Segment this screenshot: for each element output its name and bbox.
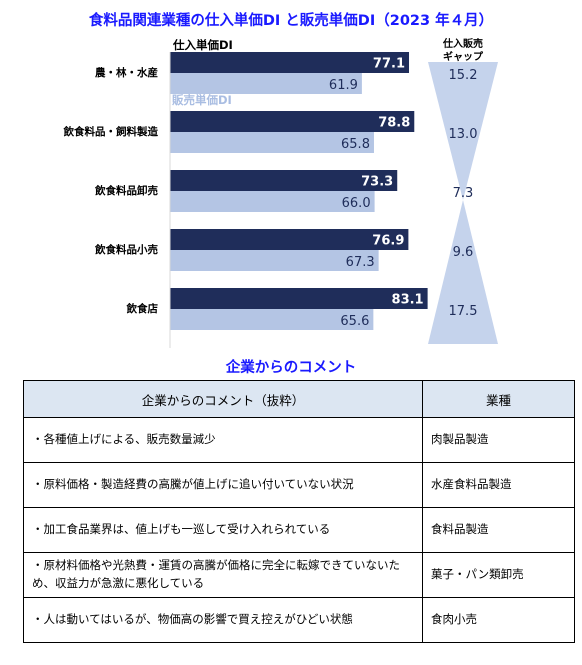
data-label-sale: 67.3 <box>346 255 375 270</box>
gap-value: 13.0 <box>449 127 478 142</box>
legend-sale: 販売単価DI <box>172 93 232 107</box>
gap-shape-bottom <box>428 200 498 344</box>
comment-text: ・人は動いてはいるが、物価高の影響で買え控えがひどい状態 <box>23 597 423 643</box>
bar-layer: 農・林・水産 77.1 61.9 15.2 飲食料品・飼料製造 78.8 65.8 13.0 飲… <box>63 52 478 330</box>
gap-header-line2: ギャップ <box>443 50 484 63</box>
bar-sale <box>170 73 362 94</box>
bar-sale <box>170 250 379 271</box>
comment-industry: 水産食料品製造 <box>422 462 575 508</box>
gap-header-line1: 仕入販売 <box>442 37 483 50</box>
comment-text: ・原料価格・製造経費の高騰が値上げに追い付いていない状況 <box>23 462 423 508</box>
table-row: ・加工食品業界は、値上げも一巡して受け入れられている 食料品製造 <box>23 507 575 553</box>
gap-shape-top <box>428 62 498 200</box>
comments-header-row: 企業からのコメント（抜粋） 業種 <box>23 380 575 418</box>
category-label: 飲食料品小売 <box>94 243 158 256</box>
bar-purchase <box>170 229 409 250</box>
data-label-purchase: 78.8 <box>378 116 410 131</box>
data-label-sale: 61.9 <box>329 78 358 93</box>
gap-value: 9.6 <box>453 245 474 260</box>
category-label: 飲食料品・飼料製造 <box>63 125 159 138</box>
gap-value: 7.3 <box>453 186 474 201</box>
data-label-purchase: 73.3 <box>361 175 393 190</box>
legend-purchase: 仕入単価DI <box>173 38 233 52</box>
data-label-purchase: 83.1 <box>392 293 424 308</box>
header-comment: 企業からのコメント（抜粋） <box>23 380 423 418</box>
bar-chart: 農・林・水産 77.1 61.9 15.2 飲食料品・飼料製造 78.8 65.8 13.0 飲… <box>63 37 498 348</box>
table-row: ・人は動いてはいるが、物価高の影響で買え控えがひどい状態 食肉小売 <box>23 597 575 643</box>
bar-sale <box>170 309 374 330</box>
table-row: ・原料価格・製造経費の高騰が値上げに追い付いていない状況 水産食料品製造 <box>23 462 575 508</box>
gap-value: 15.2 <box>449 68 478 83</box>
comment-industry: 菓子・パン類卸売 <box>422 552 575 598</box>
gap-value: 17.5 <box>449 304 478 319</box>
comment-text: ・加工食品業界は、値上げも一巡して受け入れられている <box>23 507 423 553</box>
bar-sale <box>170 191 375 212</box>
table-row: ・各種値上げによる、販売数量減少 肉製品製造 <box>23 417 575 463</box>
bar-sale <box>170 132 374 153</box>
header-industry: 業種 <box>422 380 575 418</box>
bar-purchase <box>170 288 428 309</box>
comments-table: 企業からのコメント（抜粋） 業種 ・各種値上げによる、販売数量減少 肉製品製造 … <box>23 380 575 643</box>
comment-industry: 食肉小売 <box>422 597 575 643</box>
data-label-sale: 65.6 <box>340 314 369 329</box>
comment-industry: 食料品製造 <box>422 507 575 553</box>
data-label-sale: 66.0 <box>342 196 371 211</box>
category-label: 飲食料品卸売 <box>94 184 158 197</box>
data-label-purchase: 77.1 <box>373 57 405 72</box>
comment-text: ・各種値上げによる、販売数量減少 <box>23 417 423 463</box>
data-label-sale: 65.8 <box>341 137 370 152</box>
data-label-purchase: 76.9 <box>372 234 404 249</box>
category-label: 飲食店 <box>126 302 159 315</box>
category-label: 農・林・水産 <box>95 66 158 79</box>
comments-title: 企業からのコメント <box>225 360 357 376</box>
bar-purchase <box>170 111 415 132</box>
bar-purchase <box>170 170 398 191</box>
gap-hourglass <box>428 62 498 344</box>
table-row: ・原材料価格や光熱費・運賃の高騰が価格に完全に転嫁できていないため、収益力が急激… <box>23 552 575 598</box>
comment-text: ・原材料価格や光熱費・運賃の高騰が価格に完全に転嫁できていないため、収益力が急激… <box>23 552 423 598</box>
bar-purchase <box>170 52 410 73</box>
comment-industry: 肉製品製造 <box>422 417 575 463</box>
chart-title: 食料品関連業種の仕入単価DI と販売単価DI（2023 年４月） <box>88 13 494 29</box>
